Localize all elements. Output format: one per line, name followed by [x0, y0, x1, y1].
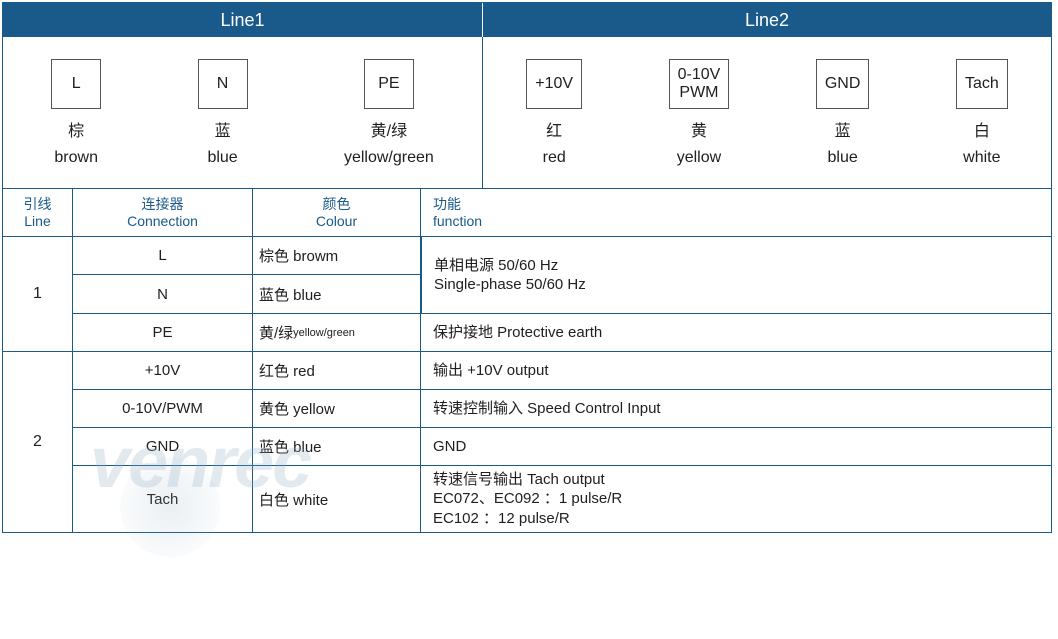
terminal-box-010V-l2: PWM [679, 84, 718, 102]
terminal-PE: PE 黄/绿 yellow/green [344, 59, 434, 167]
terminal-box-GND: GND [816, 59, 870, 109]
terminal-cn-GND: 蓝 [835, 117, 851, 141]
colour-010VPWM: 黄色 yellow [253, 390, 421, 427]
terminal-box-N: N [198, 59, 248, 109]
header-line2: Line2 [483, 3, 1051, 37]
terminal-cn-PE: 黄/绿 [371, 117, 407, 141]
terminal-cn-L: 棕 [68, 117, 84, 141]
terminal-010V-PWM: 0-10V PWM 黄 yellow [669, 59, 730, 167]
table-header-row: 引线 Line 连接器 Connection 颜色 Colour 功能 func… [3, 189, 1051, 237]
terminal-cn-Tach: 白 [974, 117, 990, 141]
wiring-table-container: Line1 Line2 L 棕 brown N 蓝 blue PE 黄/绿 ye… [2, 2, 1052, 533]
subrow-GND: GND 蓝色 blue GND [73, 428, 1051, 466]
colour-PE-cn: 黄/绿 [259, 322, 293, 343]
func-Tach-l3: EC102 ：12 pulse/R [433, 509, 1051, 529]
terminal-cn-N: 蓝 [215, 117, 231, 141]
terminal-en-10V: red [543, 149, 566, 167]
conn-L: L [73, 237, 253, 274]
func-010VPWM: 转速控制输入 Speed Control Input [421, 390, 1051, 427]
row-line1: 1 L 棕色 browm N 蓝色 blue 单相电源 50/60 Hz Sin… [3, 237, 1051, 352]
terminal-en-L: brown [54, 149, 98, 167]
terminal-en-GND: blue [828, 149, 858, 167]
conn-010VPWM: 0-10V/PWM [73, 390, 253, 427]
subrow-PE: PE 黄/绿 yellow/green 保护接地 Protective eart… [73, 313, 1051, 351]
colour-N: 蓝色 blue [253, 275, 421, 313]
th-connection: 连接器 Connection [73, 189, 253, 236]
diagram-line1-section: L 棕 brown N 蓝 blue PE 黄/绿 yellow/green [3, 37, 483, 188]
func-Tach: 转速信号输出 Tach output EC072、EC092 ：1 pulse/… [421, 466, 1051, 532]
terminal-en-Tach: white [963, 149, 1000, 167]
terminal-box-010V-l1: 0-10V [678, 66, 721, 84]
subrow-010VPWM: 0-10V/PWM 黄色 yellow 转速控制输入 Speed Control… [73, 390, 1051, 428]
colour-L: 棕色 browm [253, 237, 421, 274]
terminal-10V: +10V 红 red [526, 59, 582, 167]
terminal-box-Tach: Tach [956, 59, 1008, 109]
func-PE: 保护接地 Protective earth [421, 314, 1051, 351]
terminal-cn-10V: 红 [546, 117, 562, 141]
terminal-Tach: Tach 白 white [956, 59, 1008, 167]
subrow-L: L 棕色 browm [73, 237, 421, 275]
terminal-N: N 蓝 blue [198, 59, 248, 167]
cell-line-1: 1 [3, 237, 73, 351]
subrows-line1: L 棕色 browm N 蓝色 blue 单相电源 50/60 Hz Singl… [73, 237, 1051, 351]
th-func-en: function [433, 213, 482, 230]
func-LN-cn: 单相电源 50/60 Hz [434, 256, 1051, 276]
terminal-box-PE: PE [364, 59, 414, 109]
subrow-N: N 蓝色 blue [73, 275, 421, 313]
func-Tach-l1: 转速信号输出 Tach output [433, 470, 1051, 490]
func-LN-merged: 单相电源 50/60 Hz Single-phase 50/60 Hz [421, 237, 1051, 313]
func-Tach-l2: EC072、EC092 ：1 pulse/R [433, 489, 1051, 509]
func-10V: 输出 +10V output [421, 352, 1051, 389]
th-colour: 颜色 Colour [253, 189, 421, 236]
colour-Tach: 白色 white [253, 466, 421, 532]
conn-Tach: Tach [73, 466, 253, 532]
conn-N: N [73, 275, 253, 313]
cell-line-2: 2 [3, 352, 73, 532]
func-GND: GND [421, 428, 1051, 465]
header-line1: Line1 [3, 3, 483, 37]
colour-GND: 蓝色 blue [253, 428, 421, 465]
terminal-L: L 棕 brown [51, 59, 101, 167]
terminal-GND: GND 蓝 blue [816, 59, 870, 167]
subrows-line2: +10V 红色 red 输出 +10V output 0-10V/PWM 黄色 … [73, 352, 1051, 532]
colour-PE: 黄/绿 yellow/green [253, 314, 421, 351]
conn-GND: GND [73, 428, 253, 465]
terminal-box-010V-PWM: 0-10V PWM [669, 59, 730, 109]
th-line-en: Line [24, 213, 50, 230]
terminal-en-PE: yellow/green [344, 149, 434, 167]
th-conn-cn: 连接器 [142, 196, 184, 213]
th-function: 功能 function [421, 189, 1051, 236]
th-colour-en: Colour [316, 213, 357, 230]
terminal-en-010V: yellow [677, 149, 721, 167]
conn-PE: PE [73, 314, 253, 351]
th-line: 引线 Line [3, 189, 73, 236]
terminal-en-N: blue [207, 149, 237, 167]
th-func-cn: 功能 [433, 196, 461, 213]
row-line2: 2 +10V 红色 red 输出 +10V output 0-10V/PWM 黄… [3, 352, 1051, 532]
colour-10V: 红色 red [253, 352, 421, 389]
th-colour-cn: 颜色 [323, 196, 351, 213]
colour-PE-en: yellow/green [293, 327, 355, 339]
terminal-box-10V: +10V [526, 59, 582, 109]
subrow-10V: +10V 红色 red 输出 +10V output [73, 352, 1051, 390]
conn-10V: +10V [73, 352, 253, 389]
terminal-box-L: L [51, 59, 101, 109]
func-LN-en: Single-phase 50/60 Hz [434, 275, 1051, 295]
diagram-line2-section: +10V 红 red 0-10V PWM 黄 yellow GND 蓝 blue… [483, 37, 1051, 188]
subrow-Tach: Tach 白色 white 转速信号输出 Tach output EC072、E… [73, 466, 1051, 532]
diagram-row: L 棕 brown N 蓝 blue PE 黄/绿 yellow/green +… [3, 37, 1051, 189]
th-conn-en: Connection [127, 213, 198, 230]
header-row: Line1 Line2 [3, 3, 1051, 37]
terminal-cn-010V: 黄 [691, 117, 707, 141]
th-line-cn: 引线 [24, 196, 52, 213]
